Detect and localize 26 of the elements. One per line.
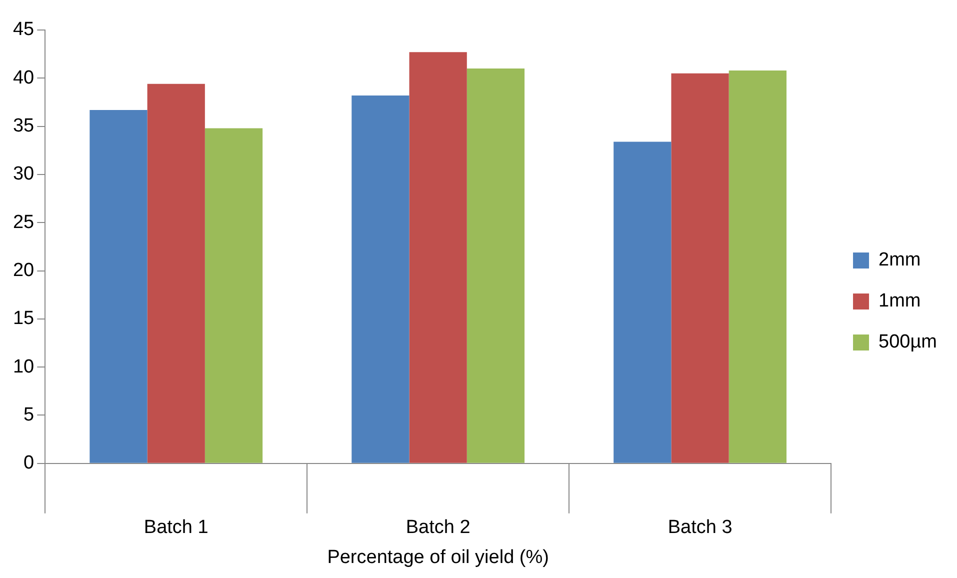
bar xyxy=(147,84,205,463)
x-tick-label: Batch 3 xyxy=(668,517,732,538)
y-tick-label: 40 xyxy=(12,67,34,88)
y-tick-label: 5 xyxy=(24,404,34,426)
bar xyxy=(352,95,410,463)
y-tick-label: 25 xyxy=(12,212,34,233)
x-tick-label: Batch 2 xyxy=(406,517,470,538)
bar xyxy=(90,110,148,463)
bar xyxy=(204,128,263,463)
x-axis-title: Percentage of oil yield (%) xyxy=(327,546,549,568)
y-tick-label: 20 xyxy=(12,260,34,282)
y-tick-label: 15 xyxy=(12,308,34,330)
bar xyxy=(614,142,672,463)
bar xyxy=(671,73,729,463)
x-tick-label: Batch 1 xyxy=(144,517,208,538)
y-tick-label: 45 xyxy=(12,19,34,40)
y-tick-label: 10 xyxy=(12,356,34,378)
legend-label: 1mm xyxy=(878,290,921,312)
y-tick-label: 35 xyxy=(12,116,34,137)
bar xyxy=(409,52,467,463)
bar xyxy=(728,70,786,463)
legend-label: 500µm xyxy=(878,332,938,353)
y-tick-label: 30 xyxy=(12,164,34,185)
y-tick-label: 0 xyxy=(24,452,34,474)
legend-label: 2mm xyxy=(878,250,921,271)
bar xyxy=(466,68,525,463)
